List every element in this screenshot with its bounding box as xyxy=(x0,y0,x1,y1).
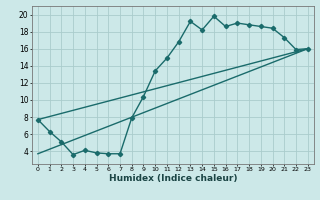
X-axis label: Humidex (Indice chaleur): Humidex (Indice chaleur) xyxy=(108,174,237,183)
